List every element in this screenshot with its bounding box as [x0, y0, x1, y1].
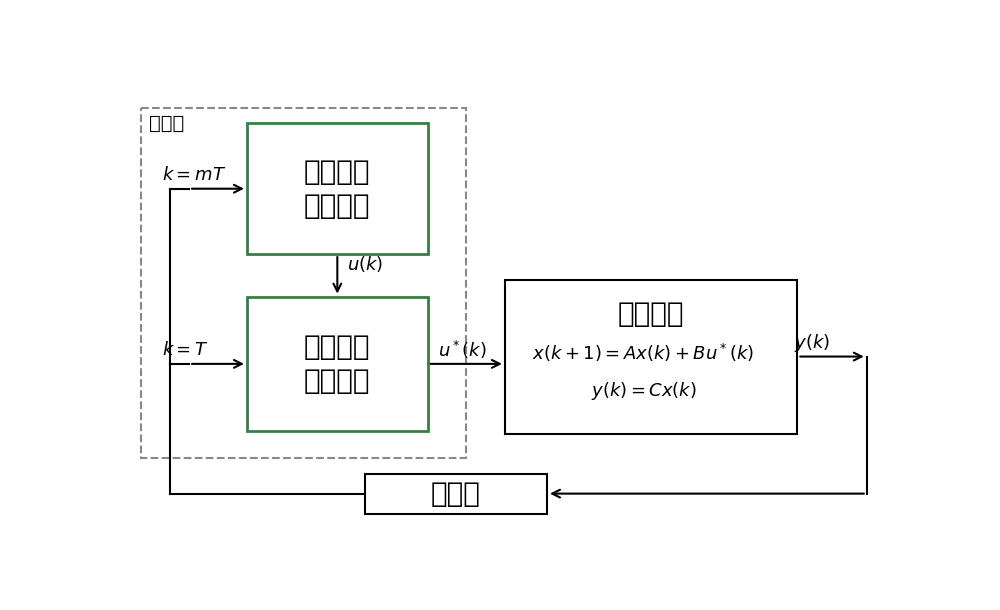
Text: $k = mT$: $k = mT$ [162, 166, 226, 184]
Text: 修正模块: 修正模块 [304, 367, 371, 395]
Text: 传感器: 传感器 [431, 479, 481, 508]
Text: $u^*(k)$: $u^*(k)$ [438, 339, 487, 361]
Text: $y(k)$: $y(k)$ [794, 332, 830, 354]
Text: 实时反馈: 实时反馈 [304, 333, 371, 361]
Text: $y(k) = Cx(k)$: $y(k) = Cx(k)$ [591, 380, 696, 402]
Bar [365, 473, 547, 514]
Text: $u(k)$: $u(k)$ [347, 254, 383, 274]
Text: 传统预测: 传统预测 [304, 158, 371, 186]
Bar [505, 279, 797, 434]
Text: $k = T$: $k = T$ [162, 341, 209, 359]
Text: 控制模块: 控制模块 [304, 192, 371, 220]
Text: 控制器: 控制器 [149, 114, 184, 133]
Text: $x(k+1) = Ax(k) + Bu^*(k)$: $x(k+1) = Ax(k) + Bu^*(k)$ [532, 342, 754, 364]
Bar [141, 108, 466, 458]
Bar [247, 296, 428, 431]
Bar [247, 123, 428, 254]
Text: 被控对象: 被控对象 [618, 300, 684, 328]
